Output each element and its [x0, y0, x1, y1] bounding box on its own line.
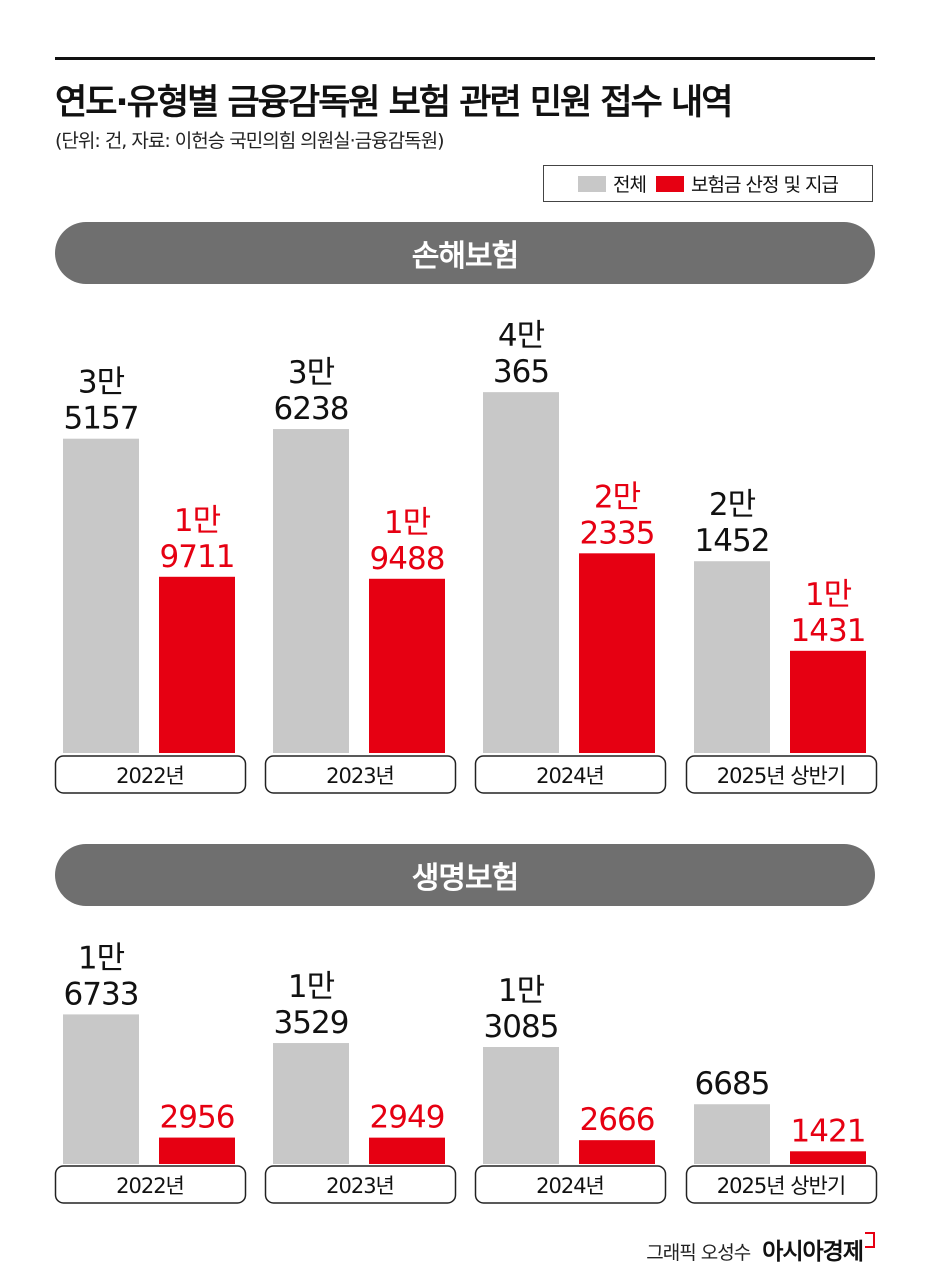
data-label-claims-1-0: 2949 [370, 1100, 445, 1136]
category-box-0 [54, 1165, 247, 1204]
data-label-total-2-1: 3085 [484, 1009, 559, 1045]
legend-swatch-claims [656, 175, 684, 192]
chart-nonlife: 3만51571만97112022년3만62381만94882023년4만3652… [54, 318, 878, 794]
category-box-2 [474, 1165, 667, 1204]
legend-swatch-total [578, 175, 607, 192]
credit-text: 그래픽 오성수 [646, 1242, 751, 1264]
bar-total-0 [63, 438, 139, 753]
category-box-1 [264, 1165, 457, 1204]
data-label-total-3-0: 6685 [695, 1066, 770, 1102]
bar-total-2 [483, 1047, 559, 1164]
data-label-claims-1-1: 9488 [370, 541, 445, 577]
brand-name: 아시아경제 [762, 1239, 864, 1265]
top-rule [55, 57, 875, 60]
category-box-0 [54, 755, 247, 794]
bar-claims-3 [790, 1151, 866, 1164]
data-label-claims-2-0: 2666 [580, 1102, 655, 1138]
data-label-total-2-0: 1만 [498, 973, 545, 1009]
data-label-claims-3-1: 1431 [791, 613, 866, 649]
bar-claims-2 [579, 1140, 655, 1164]
brand-mark-icon [865, 1232, 875, 1248]
data-label-total-1-0: 3만 [288, 355, 335, 391]
chart-title: 연도·유형별 금융감독원 보험 관련 민원 접수 내역 [55, 83, 733, 123]
bar-total-3 [694, 1104, 770, 1164]
category-label-0: 2022년 [116, 1174, 184, 1198]
bar-total-1 [273, 1043, 349, 1164]
bar-total-3 [694, 561, 770, 753]
category-box-3 [685, 755, 878, 794]
credit: 그래픽 오성수 아시아경제 [646, 1232, 875, 1266]
legend-item-total: 전체 [578, 170, 647, 197]
data-label-total-1-1: 3529 [274, 1005, 349, 1041]
bar-total-1 [273, 429, 349, 753]
category-box-3 [685, 1165, 878, 1204]
data-label-claims-2-1: 2335 [580, 515, 655, 551]
data-label-claims-2-0: 2만 [594, 479, 641, 515]
chart-subtitle: (단위: 건, 자료: 이헌승 국민의힘 의원실·금융감독원) [55, 130, 445, 152]
data-label-claims-3-0: 1만 [805, 577, 852, 613]
category-box-2 [474, 755, 667, 794]
section-title-nonlife: 손해보험 [55, 222, 875, 284]
category-label-3: 2025년 상반기 [717, 764, 845, 788]
data-label-total-0-1: 6733 [64, 976, 139, 1012]
bar-claims-1 [369, 1137, 445, 1164]
data-label-total-3-0: 2만 [709, 487, 756, 523]
legend-item-claims: 보험금 산정 및 지급 [656, 170, 839, 197]
data-label-claims-0-0: 2956 [160, 1100, 235, 1136]
data-label-total-1-1: 6238 [274, 391, 349, 427]
category-label-3: 2025년 상반기 [717, 1174, 845, 1198]
legend-label-claims: 보험금 산정 및 지급 [691, 174, 839, 196]
bar-total-0 [63, 1014, 139, 1164]
data-label-claims-0-0: 1만 [174, 503, 221, 539]
bar-claims-0 [159, 576, 235, 753]
section-title-life: 생명보험 [55, 844, 875, 906]
legend-label-total: 전체 [613, 174, 647, 196]
data-label-total-2-0: 4만 [498, 318, 545, 354]
chart-life: 1만673329562022년1만352929492023년1만30852666… [54, 940, 878, 1204]
brand-logo: 아시아경제 [762, 1232, 875, 1266]
bar-claims-0 [159, 1137, 235, 1164]
legend: 전체 보험금 산정 및 지급 [543, 165, 873, 202]
category-label-2: 2024년 [536, 764, 604, 788]
data-label-total-0-0: 1만 [78, 940, 125, 976]
category-label-0: 2022년 [116, 764, 184, 788]
category-label-1: 2023년 [326, 1174, 394, 1198]
data-label-total-3-1: 1452 [695, 523, 770, 559]
bar-claims-1 [369, 578, 445, 753]
category-box-1 [264, 755, 457, 794]
data-label-total-0-0: 3만 [78, 365, 125, 401]
data-label-total-1-0: 1만 [288, 969, 335, 1005]
category-label-2: 2024년 [536, 1174, 604, 1198]
bar-claims-3 [790, 650, 866, 753]
data-label-claims-3-0: 1421 [791, 1113, 866, 1149]
category-label-1: 2023년 [326, 764, 394, 788]
data-label-total-2-1: 365 [493, 354, 549, 390]
data-label-total-0-1: 5157 [64, 401, 139, 437]
data-label-claims-1-0: 1만 [384, 505, 431, 541]
bar-total-2 [483, 392, 559, 753]
bar-claims-2 [579, 553, 655, 753]
data-label-claims-0-1: 9711 [160, 539, 235, 575]
